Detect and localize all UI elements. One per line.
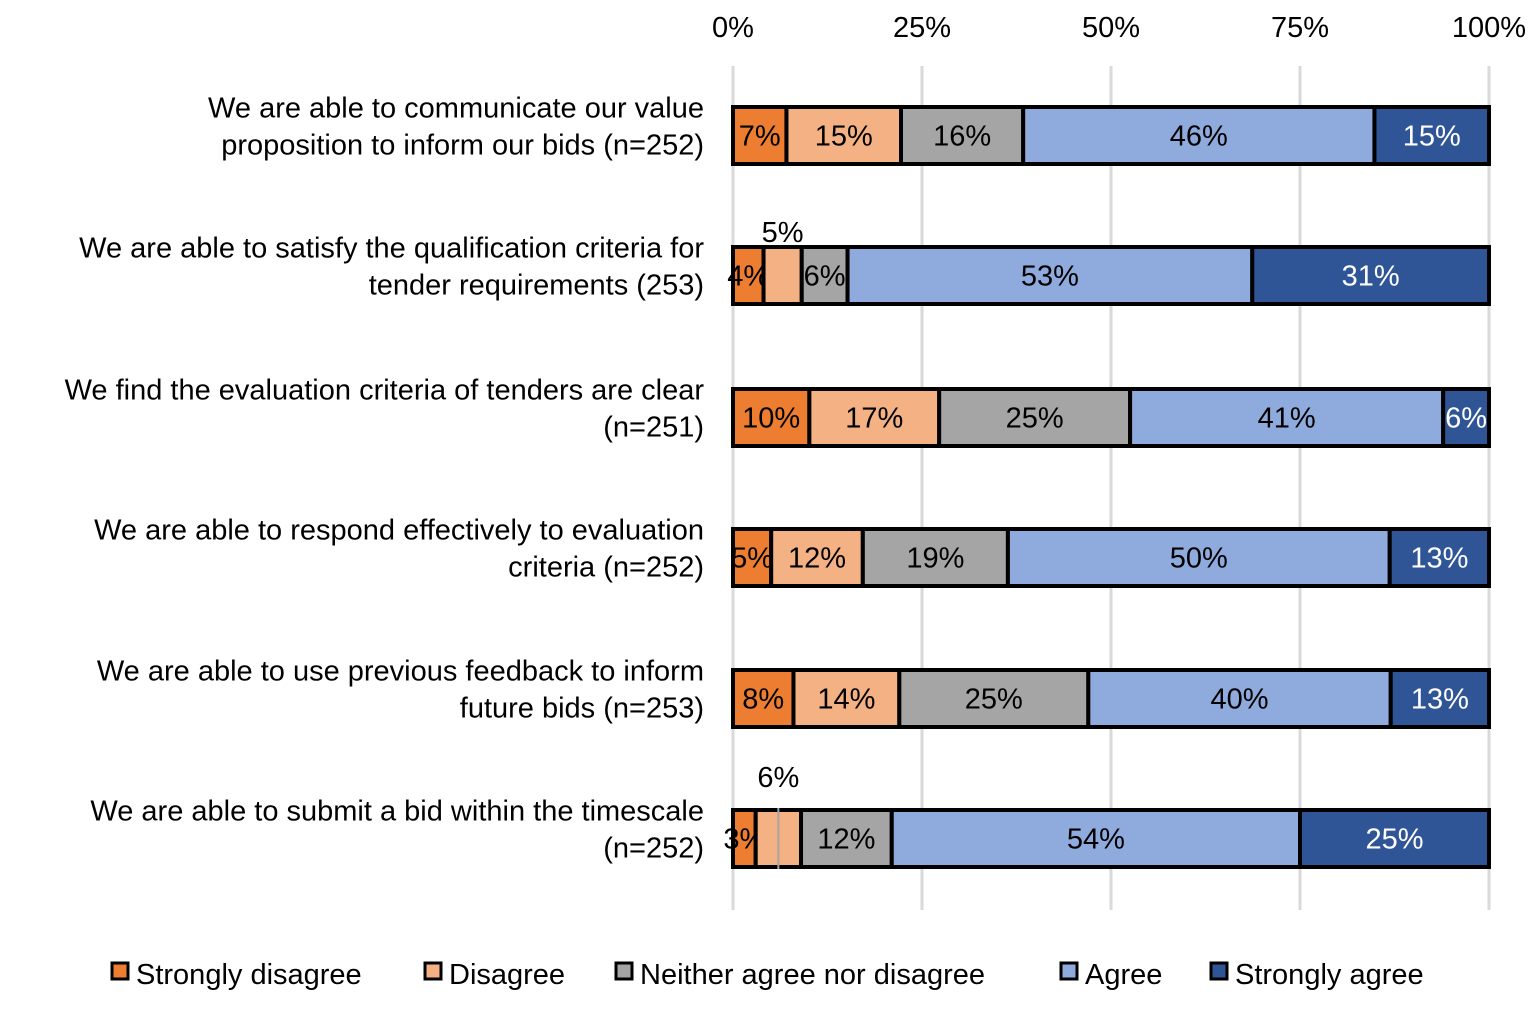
bar-segment-disagree: [807, 387, 942, 448]
x-tick-label: 25%: [893, 12, 951, 44]
bar-segment-agree: [889, 808, 1302, 869]
category-label: We are able to use previous feedback to …: [97, 656, 704, 688]
bar-segment-agree: [1086, 668, 1393, 729]
category-label: (n=251): [603, 412, 704, 444]
data-label: 5%: [762, 217, 804, 249]
x-tick-label: 50%: [1082, 12, 1140, 44]
legend-swatch: [1209, 961, 1229, 981]
category-label: criteria (n=252): [508, 552, 704, 584]
data-label: 41%: [1258, 403, 1316, 435]
category-label: proposition to inform our bids (n=252): [221, 130, 704, 162]
data-label: 6%: [1445, 403, 1487, 435]
bar-segment-strongly-agree: [1250, 245, 1491, 306]
data-label: 7%: [739, 121, 781, 153]
x-tick-label: 75%: [1271, 12, 1329, 44]
data-label: 40%: [1210, 684, 1268, 716]
data-label: 53%: [1021, 261, 1079, 293]
data-label: 14%: [817, 684, 875, 716]
legend-swatch: [1059, 961, 1079, 981]
x-tick-label: 0%: [712, 12, 754, 44]
bar-segment-neither-agree-nor-disagree: [897, 668, 1091, 729]
data-label: 6%: [804, 261, 846, 293]
data-label: 25%: [1006, 403, 1064, 435]
data-label: 17%: [845, 403, 903, 435]
data-label: 13%: [1410, 543, 1468, 575]
legend-label: Agree: [1085, 959, 1162, 991]
bar-segment-strongly-agree: [1441, 387, 1491, 448]
bar-segment-strongly-agree: [1388, 668, 1491, 729]
data-label: 13%: [1411, 684, 1469, 716]
x-tick-label: 100%: [1452, 12, 1526, 44]
bar-segment-neither-agree-nor-disagree: [937, 387, 1133, 448]
bar-segment-neither-agree-nor-disagree: [899, 105, 1026, 166]
data-label: 19%: [906, 543, 964, 575]
legend-swatch: [423, 961, 443, 981]
bar-segment-strongly-agree: [1387, 527, 1492, 588]
bar-segment-disagree: [761, 245, 804, 306]
data-label: 12%: [817, 824, 875, 856]
category-label: We are able to satisfy the qualification…: [79, 233, 704, 265]
data-label: 31%: [1342, 261, 1400, 293]
legend-label: Strongly agree: [1235, 959, 1424, 991]
data-label: 6%: [757, 762, 799, 794]
legend-label: Disagree: [449, 959, 565, 991]
legend-swatch: [614, 961, 634, 981]
bar-segment-strongly-disagree: [731, 668, 796, 729]
data-label: 5%: [731, 543, 773, 575]
category-label: (n=252): [603, 833, 704, 865]
bar-segment-neither-agree-nor-disagree: [860, 527, 1010, 588]
category-label: We are able to respond effectively to ev…: [94, 515, 704, 547]
data-label: 46%: [1170, 121, 1228, 153]
legend-swatch: [110, 961, 130, 981]
bar-segment-agree: [1128, 387, 1446, 448]
data-label: 12%: [788, 543, 846, 575]
legend-label: Neither agree nor disagree: [640, 959, 985, 991]
data-label: 10%: [742, 403, 800, 435]
data-label: 25%: [1365, 824, 1423, 856]
bar-segment-strongly-agree: [1372, 105, 1492, 166]
bar-segment-agree: [845, 245, 1255, 306]
category-label: We find the evaluation criteria of tende…: [65, 375, 705, 407]
bar-segment-disagree: [769, 527, 865, 588]
data-label: 25%: [965, 684, 1023, 716]
category-label: We are able to submit a bid within the t…: [90, 796, 704, 828]
category-label: We are able to communicate our value: [208, 93, 704, 125]
data-label: 16%: [933, 121, 991, 153]
data-label: 54%: [1067, 824, 1125, 856]
data-label: 50%: [1170, 543, 1228, 575]
data-label: 15%: [815, 121, 873, 153]
category-label: future bids (n=253): [460, 693, 704, 725]
category-label: tender requirements (253): [369, 270, 704, 302]
data-label: 8%: [742, 684, 784, 716]
legend-label: Strongly disagree: [136, 959, 362, 991]
bar-segment-strongly-agree: [1298, 808, 1491, 869]
bar-segment-agree: [1005, 527, 1392, 588]
data-label: 15%: [1403, 121, 1461, 153]
